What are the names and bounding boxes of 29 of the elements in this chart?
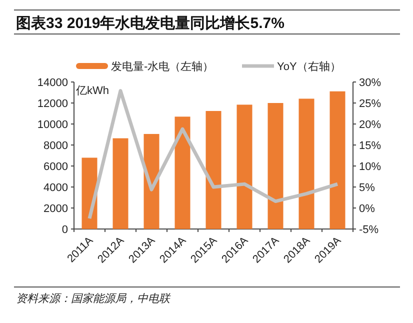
bar bbox=[144, 134, 160, 229]
bar bbox=[206, 110, 222, 229]
y2-tick-label: 10% bbox=[359, 161, 382, 173]
bar bbox=[236, 104, 252, 229]
y2-tick-label: 25% bbox=[359, 98, 382, 110]
y-tick-label: 4000 bbox=[44, 182, 68, 194]
y-tick-label: 12000 bbox=[37, 98, 68, 110]
y-tick-label: 10000 bbox=[37, 119, 68, 131]
bar bbox=[112, 138, 128, 229]
y-tick-label: 0 bbox=[62, 224, 68, 236]
bar bbox=[268, 103, 284, 229]
bar bbox=[330, 91, 346, 229]
y2-tick-label: 20% bbox=[359, 119, 382, 131]
legend-label: YoY（右轴） bbox=[277, 60, 341, 73]
legend-label: 发电量-水电（左轴） bbox=[111, 60, 214, 73]
y2-tick-label: 30% bbox=[359, 77, 382, 89]
chart-title: 图表33 2019年水电发电量同比增长5.7% bbox=[16, 15, 284, 32]
y2-tick-label: 15% bbox=[359, 140, 382, 152]
y2-tick-label: -5% bbox=[359, 224, 379, 236]
y-tick-label: 8000 bbox=[44, 140, 68, 152]
text: 资料来源：国家能源局，中电联 bbox=[16, 292, 171, 305]
y2-tick-label: 0% bbox=[359, 203, 376, 215]
bar bbox=[298, 98, 314, 229]
y2-tick-label: 5% bbox=[359, 182, 376, 194]
y-tick-label: 2000 bbox=[44, 203, 68, 215]
y-tick-label: 14000 bbox=[37, 77, 68, 89]
y-tick-label: 6000 bbox=[44, 161, 68, 173]
y-axis-title: 亿kWh bbox=[75, 85, 109, 97]
bar bbox=[174, 116, 190, 229]
